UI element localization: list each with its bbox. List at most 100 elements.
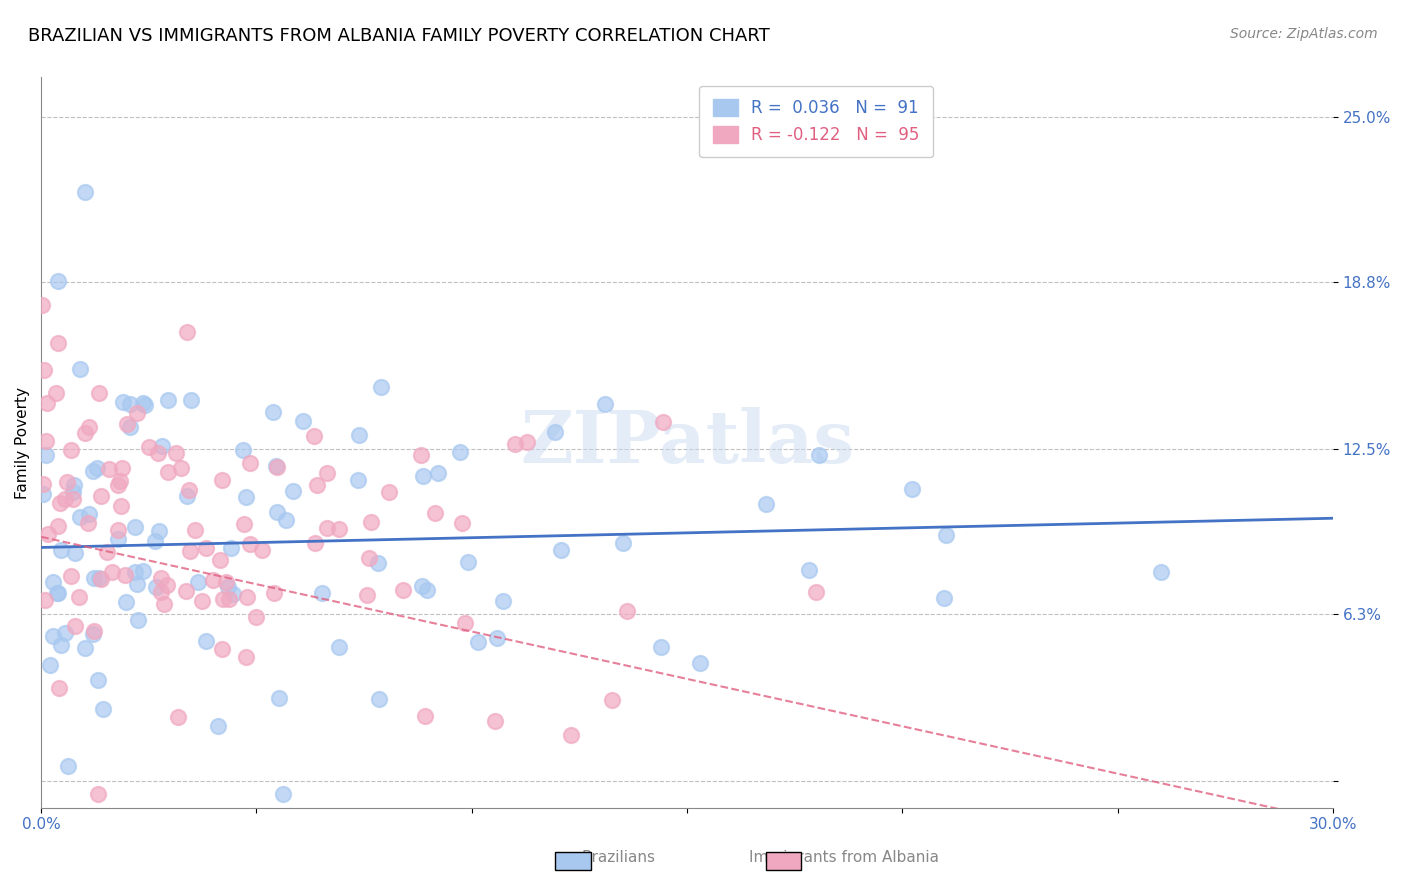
Point [266,459,288,474]
Point [118,419,141,434]
Point [87,788,110,802]
Point [49,638,72,652]
Point [56,758,79,772]
Point [689,656,711,670]
Point [31,476,53,491]
Point [48,681,70,696]
Point [45,386,67,401]
Point [367,556,389,570]
Point [167,710,190,724]
Point [132,395,155,409]
Point [218,591,240,606]
Point [195,633,218,648]
Point [60,568,83,582]
Point [146,446,169,460]
Point [454,616,477,631]
Point [411,579,433,593]
Point [347,428,370,442]
Point [63,478,86,492]
Point [62,491,84,506]
Point [156,578,179,592]
Point [427,467,450,481]
Point [901,483,924,497]
Point [138,440,160,454]
Point [170,461,193,475]
Point [235,649,257,664]
Point [63,546,86,560]
Point [37,395,59,409]
Point [799,563,821,577]
Point [108,474,131,488]
Point [127,613,149,627]
Point [111,395,134,409]
Point [127,577,149,591]
Point [190,594,212,608]
Point [62,484,84,499]
Point [207,719,229,733]
Point [69,510,91,524]
Point [935,528,957,542]
Point [79,420,101,434]
Point [63,619,86,633]
Point [120,397,142,411]
Point [73,425,96,440]
Point [46,335,69,350]
Point [359,550,381,565]
Point [201,574,224,588]
Point [91,702,114,716]
Point [45,586,67,600]
Point [111,460,134,475]
Point [328,522,350,536]
Point [239,456,262,470]
Point [39,657,62,672]
Point [412,469,434,483]
Text: ZIPatlas: ZIPatlas [520,407,853,478]
Point [219,541,242,555]
Point [544,425,567,440]
Point [176,489,198,503]
Point [90,489,112,503]
Point [267,691,290,706]
Point [153,597,176,611]
Point [316,521,339,535]
Point [235,490,257,504]
Point [311,586,333,600]
Point [217,580,239,594]
Point [932,591,955,606]
Point [484,714,506,728]
Point [236,590,259,604]
Point [110,500,132,514]
Point [69,362,91,376]
Point [90,572,112,586]
Point [292,414,315,428]
Point [560,728,582,742]
Point [593,397,616,411]
Point [60,443,83,458]
Point [368,691,391,706]
Point [503,437,526,451]
Point [143,534,166,549]
Point [46,518,69,533]
Point [67,590,90,604]
Text: Immigrants from Albania: Immigrants from Albania [748,850,939,865]
Point [467,634,489,648]
Point [451,516,474,530]
Point [134,398,156,412]
Point [179,544,201,558]
Point [150,571,173,585]
Point [107,523,129,537]
Point [83,624,105,638]
Point [274,513,297,527]
Point [187,574,209,589]
Point [46,274,69,288]
Point [612,536,634,550]
Point [616,604,638,618]
Point [377,485,399,500]
Point [83,571,105,585]
Point [37,526,59,541]
Point [174,584,197,599]
Point [391,582,413,597]
Point [53,626,76,640]
Point [132,565,155,579]
Point [550,542,572,557]
